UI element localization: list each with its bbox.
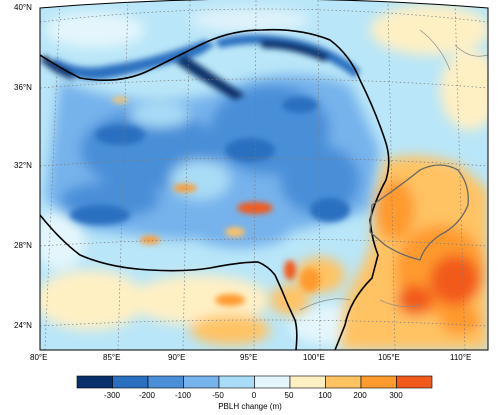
x-tick-label: 95°E xyxy=(240,353,258,362)
colorbar-swatch xyxy=(183,375,220,389)
x-tick-label: 105°E xyxy=(378,353,400,362)
background-field-patches xyxy=(40,5,488,345)
colorbar-swatch xyxy=(112,375,149,389)
colorbar xyxy=(76,375,433,389)
colorbar-swatch xyxy=(147,375,184,389)
colorbar-label: -200 xyxy=(138,391,156,400)
basin-boundary xyxy=(369,164,469,261)
colorbar-swatch xyxy=(218,375,255,389)
colorbar-swatch xyxy=(396,375,433,389)
y-tick-label: 24°N xyxy=(14,321,32,330)
colorbar-swatch xyxy=(289,375,326,389)
y-tick-label: 32°N xyxy=(14,161,32,170)
map-field xyxy=(40,0,488,350)
plateau-boundary xyxy=(40,28,390,350)
colorbar-title: PBLH change (m) xyxy=(218,402,282,411)
colorbar-label: 100 xyxy=(318,391,332,400)
province-boundaries xyxy=(299,29,488,311)
colorbar-swatch xyxy=(254,375,291,389)
map-frame xyxy=(39,0,489,351)
y-tick-label: 40°N xyxy=(14,3,32,12)
y-tick-label: 28°N xyxy=(14,241,32,250)
sichuan-positive-field xyxy=(270,156,488,350)
x-tick-label: 100°E xyxy=(303,353,325,362)
colorbar-swatch xyxy=(360,375,397,389)
positive-hotspots xyxy=(112,97,320,306)
colorbar-swatch xyxy=(325,375,362,389)
x-tick-label: 80°E xyxy=(30,353,48,362)
x-tick-label: 110°E xyxy=(450,353,472,362)
colorbar-label: 50 xyxy=(284,391,294,400)
colorbar-label: -100 xyxy=(174,391,192,400)
colorbar-label: 300 xyxy=(389,391,403,400)
colorbar-label: 0 xyxy=(251,391,257,400)
colorbar-label: -300 xyxy=(103,391,121,400)
y-tick-label: 36°N xyxy=(14,83,32,92)
strong-negative-bands xyxy=(40,34,360,225)
colorbar-label: -50 xyxy=(212,391,224,400)
graticule xyxy=(40,0,488,350)
colorbar-label: 200 xyxy=(353,391,367,400)
colorbar-swatch xyxy=(76,375,113,389)
x-tick-label: 85°E xyxy=(103,353,121,362)
x-tick-label: 90°E xyxy=(168,353,186,362)
